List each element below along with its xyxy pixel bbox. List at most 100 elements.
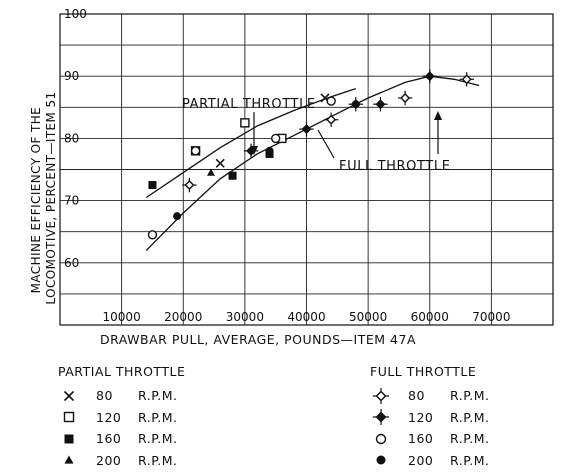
data-point xyxy=(327,97,335,105)
full-throttle-pointer xyxy=(318,130,334,158)
x-tick-label: 10000 xyxy=(103,310,141,324)
marker-shape xyxy=(65,434,74,443)
legend-full-throttle: FULL THROTTLE 80 R.P.M. 120 R.P.M. 160 R.P.M.… xyxy=(370,364,490,471)
legend-rpm-value: 80 xyxy=(96,388,138,403)
data-point xyxy=(272,134,280,142)
legend-rpm-unit: R.P.M. xyxy=(450,453,490,468)
y-tick-label: 100 xyxy=(64,7,87,21)
marker-shape xyxy=(185,181,193,189)
legend-marker xyxy=(65,456,74,464)
legend-rpm-unit: R.P.M. xyxy=(138,431,178,446)
legend-rpm-value: 200 xyxy=(96,453,138,468)
marker-shape xyxy=(377,434,386,443)
data-point xyxy=(423,69,437,83)
legend-rpm-unit: R.P.M. xyxy=(450,410,490,425)
legend-partial-row: 120 R.P.M. xyxy=(58,407,185,429)
legend-marker xyxy=(373,409,389,425)
grid xyxy=(60,14,553,325)
y-tick-label: 80 xyxy=(64,131,79,145)
marker-shape xyxy=(148,181,156,189)
legend-symbol xyxy=(370,452,392,468)
data-point xyxy=(352,100,360,108)
legend-full-row: 200 R.P.M. xyxy=(370,450,490,472)
filled-diamond-cross-icon xyxy=(370,409,392,425)
legend-symbol xyxy=(58,409,80,425)
marker-shape xyxy=(266,147,274,155)
y-tick-label: 70 xyxy=(64,194,79,208)
marker-shape xyxy=(148,231,156,239)
legend-partial-row: 200 R.P.M. xyxy=(58,450,185,472)
legend-marker xyxy=(65,391,74,400)
y-tick-label: 60 xyxy=(64,256,79,270)
x-tick-label: 70000 xyxy=(472,310,510,324)
open-circle-icon xyxy=(370,431,392,447)
data-point xyxy=(398,91,412,105)
legend-marker xyxy=(65,434,74,443)
legend-partial-row: 160 R.P.M. xyxy=(58,428,185,450)
legend-title-partial: PARTIAL THROTTLE xyxy=(58,364,185,379)
marker-shape xyxy=(327,116,335,124)
marker-shape xyxy=(352,100,360,108)
data-point xyxy=(192,147,200,155)
data-point xyxy=(148,231,156,239)
marker-shape xyxy=(173,212,181,220)
filled-square-icon xyxy=(58,431,80,447)
x-tick-label: 30000 xyxy=(226,310,264,324)
legend-marker xyxy=(377,434,386,443)
x-tick-label: 40000 xyxy=(287,310,325,324)
marker-shape xyxy=(65,456,74,464)
y-axis-label: MACHINE EFFICIENCY OF THE LOCOMOTIVE, PE… xyxy=(29,91,58,304)
data-point xyxy=(266,147,274,155)
legend-partial-row: 80 R.P.M. xyxy=(58,385,185,407)
legend-marker xyxy=(373,388,389,404)
y-tick-label: 90 xyxy=(64,69,79,83)
legend-full-row: 80 R.P.M. xyxy=(370,385,490,407)
y-axis-label-line-2: LOCOMOTIVE, PERCENT—ITEM 51 xyxy=(44,91,58,304)
data-point xyxy=(182,178,196,192)
data-points xyxy=(148,69,473,239)
legend-marker xyxy=(65,413,74,422)
legend-symbol xyxy=(58,431,80,447)
chart: 10000 20000 30000 40000 50000 60000 70000 60 70 8… xyxy=(0,0,575,360)
marker-shape xyxy=(377,391,386,400)
open-square-icon xyxy=(58,409,80,425)
marker-shape xyxy=(303,125,311,133)
marker-shape xyxy=(327,97,335,105)
marker-shape xyxy=(426,72,434,80)
annotation-full-throttle: FULL THROTTLE xyxy=(339,159,451,174)
legend-rpm-value: 120 xyxy=(408,410,450,425)
legend-full-row: 120 R.P.M. xyxy=(370,407,490,429)
data-point xyxy=(299,122,313,136)
x-tick-label: 60000 xyxy=(411,310,449,324)
open-diamond-cross-icon xyxy=(370,388,392,404)
legend-title-full: FULL THROTTLE xyxy=(370,364,490,379)
legend-symbol xyxy=(58,452,80,468)
legend-full-rows: 80 R.P.M. 120 R.P.M. 160 R.P.M. 200 R.P.M. xyxy=(370,385,490,471)
full-throttle-arrowhead xyxy=(434,111,442,120)
data-point xyxy=(216,159,224,167)
marker-shape xyxy=(241,119,249,127)
legend-rpm-value: 160 xyxy=(408,431,450,446)
data-point xyxy=(241,119,249,127)
legend-symbol xyxy=(58,388,80,404)
legend-rpm-value: 200 xyxy=(408,453,450,468)
legend-rpm-unit: R.P.M. xyxy=(450,388,490,403)
legend-rpm-unit: R.P.M. xyxy=(138,388,178,403)
legend-symbol xyxy=(370,431,392,447)
legend-partial-rows: 80 R.P.M. 120 R.P.M. 160 R.P.M. 200 R.P.M. xyxy=(58,385,185,471)
filled-circle-icon xyxy=(370,452,392,468)
data-point xyxy=(229,172,237,180)
x-axis-label: DRAWBAR PULL, AVERAGE, POUNDS—ITEM 47A xyxy=(100,332,416,347)
x-icon xyxy=(58,388,80,404)
legend-rpm-value: 120 xyxy=(96,410,138,425)
annotation-partial-throttle: PARTIAL THROTTLE xyxy=(182,97,316,112)
data-point xyxy=(244,144,258,158)
legend-symbol xyxy=(370,388,392,404)
legend-rpm-unit: R.P.M. xyxy=(138,410,178,425)
y-axis-label-line-1: MACHINE EFFICIENCY OF THE xyxy=(29,107,43,293)
legend-symbol xyxy=(370,409,392,425)
legend-rpm-unit: R.P.M. xyxy=(450,431,490,446)
data-point xyxy=(460,72,474,86)
marker-shape xyxy=(377,413,386,422)
x-tick-label: 20000 xyxy=(164,310,202,324)
